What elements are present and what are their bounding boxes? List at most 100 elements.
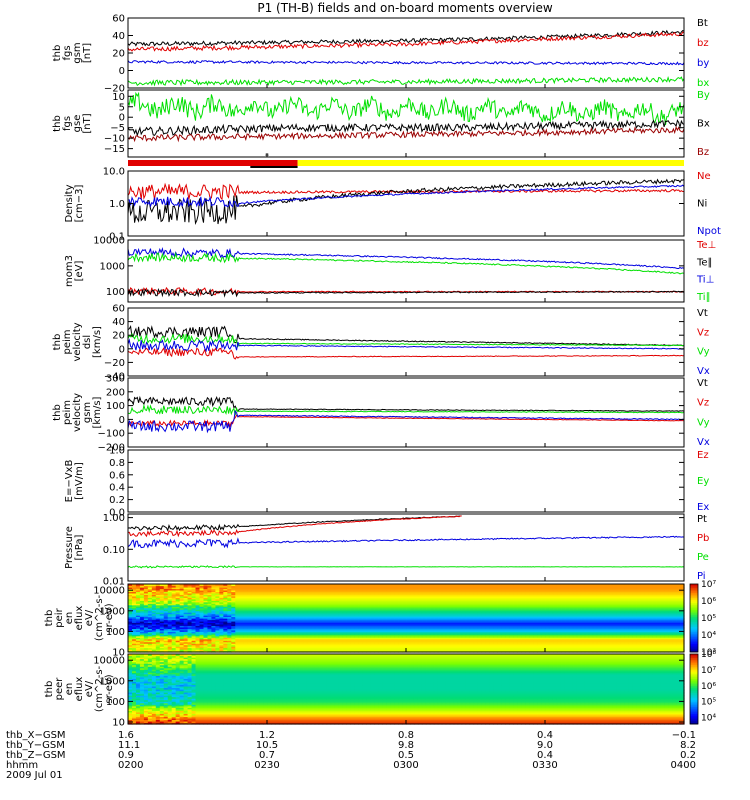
spectrogram-cell — [143, 625, 149, 628]
spectrogram-cell — [306, 647, 312, 650]
spectrogram-cell — [461, 603, 467, 606]
spectrogram-cell — [664, 631, 669, 634]
spectrogram-cell — [449, 644, 455, 647]
spectrogram-cell — [163, 644, 169, 647]
spectrogram-cell — [453, 635, 459, 638]
spectrogram-cell — [624, 632, 629, 635]
spectrogram-cell — [608, 631, 614, 634]
spectrogram-cell — [370, 641, 375, 644]
spectrogram-cell — [620, 635, 626, 638]
spectrogram-cell — [672, 646, 677, 649]
spectrogram-cell — [469, 638, 475, 641]
spectrogram-cell — [394, 649, 399, 652]
spectrogram-cell — [477, 610, 483, 613]
spectrogram-cell — [680, 603, 685, 606]
spectrogram-cell — [358, 634, 363, 637]
spectrogram-cell — [572, 649, 578, 652]
spectrogram-cell — [274, 610, 280, 613]
series-line-Pb — [127, 515, 462, 538]
spectrogram-cell — [636, 613, 641, 616]
spectrogram-cell — [656, 646, 661, 649]
spectrogram-cell — [481, 607, 487, 610]
spectrogram-cell — [652, 625, 657, 628]
spectrogram-cell — [552, 637, 558, 640]
spectrogram-cell — [572, 640, 578, 643]
spectrogram-cell — [318, 628, 324, 631]
spectrogram-cell — [433, 634, 439, 637]
spectrogram-cell — [656, 618, 661, 621]
spectrogram-cell — [406, 626, 411, 629]
spectrogram-cell — [612, 638, 618, 641]
spectrogram-cell — [235, 607, 240, 610]
spectrogram-cell — [255, 628, 260, 631]
spectrogram-cell — [167, 622, 173, 625]
spectrogram-cell — [286, 638, 292, 641]
spectrogram-cell — [223, 604, 228, 607]
spectrogram-cell — [155, 640, 161, 643]
spectrogram-cell — [513, 626, 518, 629]
spectrogram-cell — [183, 640, 189, 643]
spectrogram-cell — [564, 609, 570, 612]
spectrogram-cell — [437, 637, 443, 640]
spectrogram-cell — [247, 607, 252, 610]
spectrogram-cell — [334, 629, 340, 632]
spectrogram-cell — [648, 609, 653, 612]
spectrogram-cell — [632, 643, 637, 646]
spectrogram-cell — [465, 641, 471, 644]
spectrogram-cell — [334, 649, 340, 652]
spectrogram-cell — [541, 612, 546, 615]
spectrogram-cell — [457, 619, 463, 622]
spectrogram-cell — [541, 640, 546, 643]
spectrogram-cell — [537, 603, 542, 606]
spectrogram-cell — [263, 631, 268, 634]
spectrogram-cell — [211, 626, 216, 629]
spectrogram-cell — [608, 607, 614, 610]
y-axis-label: E=−VxB — [64, 460, 75, 503]
spectrogram-cell — [449, 618, 455, 621]
spectrogram-cell — [525, 619, 530, 622]
spectrogram-cell — [596, 606, 602, 609]
spectrogram-cell — [227, 649, 232, 652]
y-tick-label: 60 — [112, 304, 125, 315]
spectrogram-cell — [537, 643, 542, 646]
spectrogram-cell — [334, 610, 340, 613]
spectrogram-cell — [517, 610, 522, 613]
spectrogram-cell — [314, 635, 320, 638]
spectrogram-cell — [461, 644, 467, 647]
spectrogram-cell — [429, 601, 435, 604]
spectrogram-cell — [259, 647, 264, 650]
spectrogram-cell — [628, 607, 633, 610]
spectrogram-cell — [644, 612, 649, 615]
spectrogram-cell — [231, 626, 236, 629]
spectrogram-cell — [374, 613, 379, 616]
legend-Bx: Bx — [697, 119, 710, 130]
spectrogram-cell — [505, 625, 510, 628]
spectrogram-cell — [429, 612, 435, 615]
spectrogram-cell — [628, 632, 633, 635]
spectrogram-cell — [556, 647, 562, 650]
spectrogram-cell — [235, 641, 240, 644]
spectrogram-cell — [147, 631, 153, 634]
spectrogram-cell — [648, 635, 653, 638]
spectrogram-cell — [672, 620, 677, 624]
spectrogram-cell — [390, 637, 395, 640]
spectrogram-cell — [588, 647, 594, 650]
spectrogram-cell — [453, 640, 459, 643]
spectrogram-cell — [529, 610, 534, 613]
spectrogram-cell — [259, 631, 264, 634]
spectrogram-cell — [521, 623, 526, 626]
spectrogram-cell — [429, 647, 435, 650]
spectrogram-cell — [552, 623, 558, 626]
y-tick-label: 0.4 — [109, 483, 125, 494]
spectrogram-cell — [640, 643, 645, 646]
spectrogram-cell — [656, 606, 661, 609]
spectrogram-cell — [338, 603, 344, 606]
spectrogram-cell — [628, 619, 633, 622]
spectrogram-cell — [513, 643, 518, 646]
spectrogram-cell — [211, 610, 216, 613]
spectrogram-cell — [545, 616, 550, 619]
spectrogram-cell — [409, 618, 415, 621]
spectrogram-cell — [485, 612, 490, 615]
spectrogram-cell — [652, 634, 657, 637]
spectrogram-cell — [548, 629, 554, 632]
